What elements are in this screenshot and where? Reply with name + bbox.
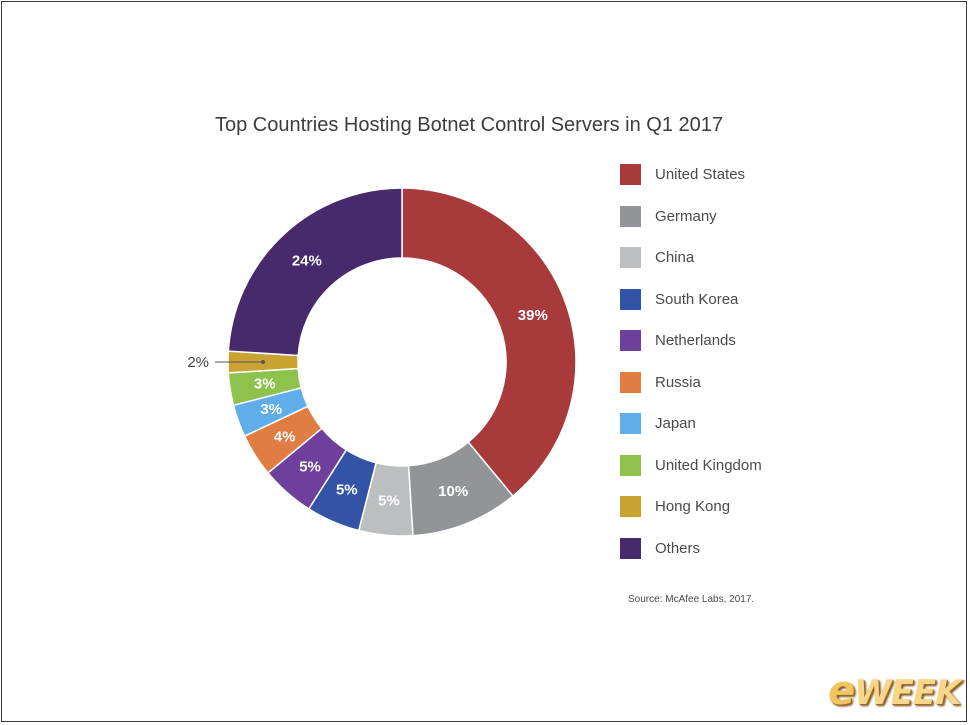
data-label-germany: 10%	[438, 483, 468, 500]
legend-label: Netherlands	[655, 332, 736, 349]
data-label-south-korea: 5%	[336, 482, 358, 499]
legend-label: Germany	[655, 207, 717, 225]
data-label-united-states: 39%	[518, 307, 548, 324]
data-label-hong-kong: 2%	[187, 354, 209, 371]
legend-swatch	[620, 537, 641, 559]
logo-prefix: e	[828, 668, 855, 714]
data-label-others: 24%	[292, 253, 322, 270]
legend-swatch	[620, 288, 641, 310]
slice-united-states	[401, 187, 577, 498]
source-note: Source: McAfee Labs, 2017.	[628, 594, 755, 605]
legend-label: United Kingdom	[655, 456, 762, 474]
donut-slices	[227, 187, 577, 537]
leader-dot-hong-kong	[261, 360, 265, 364]
legend-swatch	[620, 205, 641, 227]
donut-labels: 39%10%5%5%5%4%3%3%2%24%	[187, 253, 547, 510]
legend-swatch	[620, 496, 641, 517]
legend-label: Japan	[655, 415, 696, 432]
data-label-netherlands: 5%	[299, 458, 321, 475]
legend-swatch	[620, 330, 641, 351]
legend-label: Russia	[655, 373, 701, 391]
slice-others	[227, 187, 403, 357]
data-label-japan: 3%	[260, 401, 282, 418]
data-label-united-kingdom: 3%	[254, 376, 276, 393]
legend-label: China	[655, 249, 695, 266]
logo-text: WEEK	[854, 673, 961, 713]
legend-label: Others	[655, 539, 701, 557]
legend-label: South Korea	[655, 290, 739, 308]
legend-swatch	[620, 413, 641, 434]
legend-swatch	[620, 454, 641, 476]
data-label-china: 5%	[378, 492, 400, 509]
legend-swatch	[620, 247, 641, 268]
legend-label: United States	[655, 166, 746, 183]
legend-swatch	[620, 371, 641, 393]
chart-title: Top Countries Hosting Botnet Control Ser…	[214, 114, 724, 136]
legend-swatch	[620, 164, 641, 185]
data-label-russia: 4%	[274, 428, 296, 445]
eweek-logo: eWEEK	[828, 668, 961, 714]
legend-label: Hong Kong	[655, 498, 731, 515]
